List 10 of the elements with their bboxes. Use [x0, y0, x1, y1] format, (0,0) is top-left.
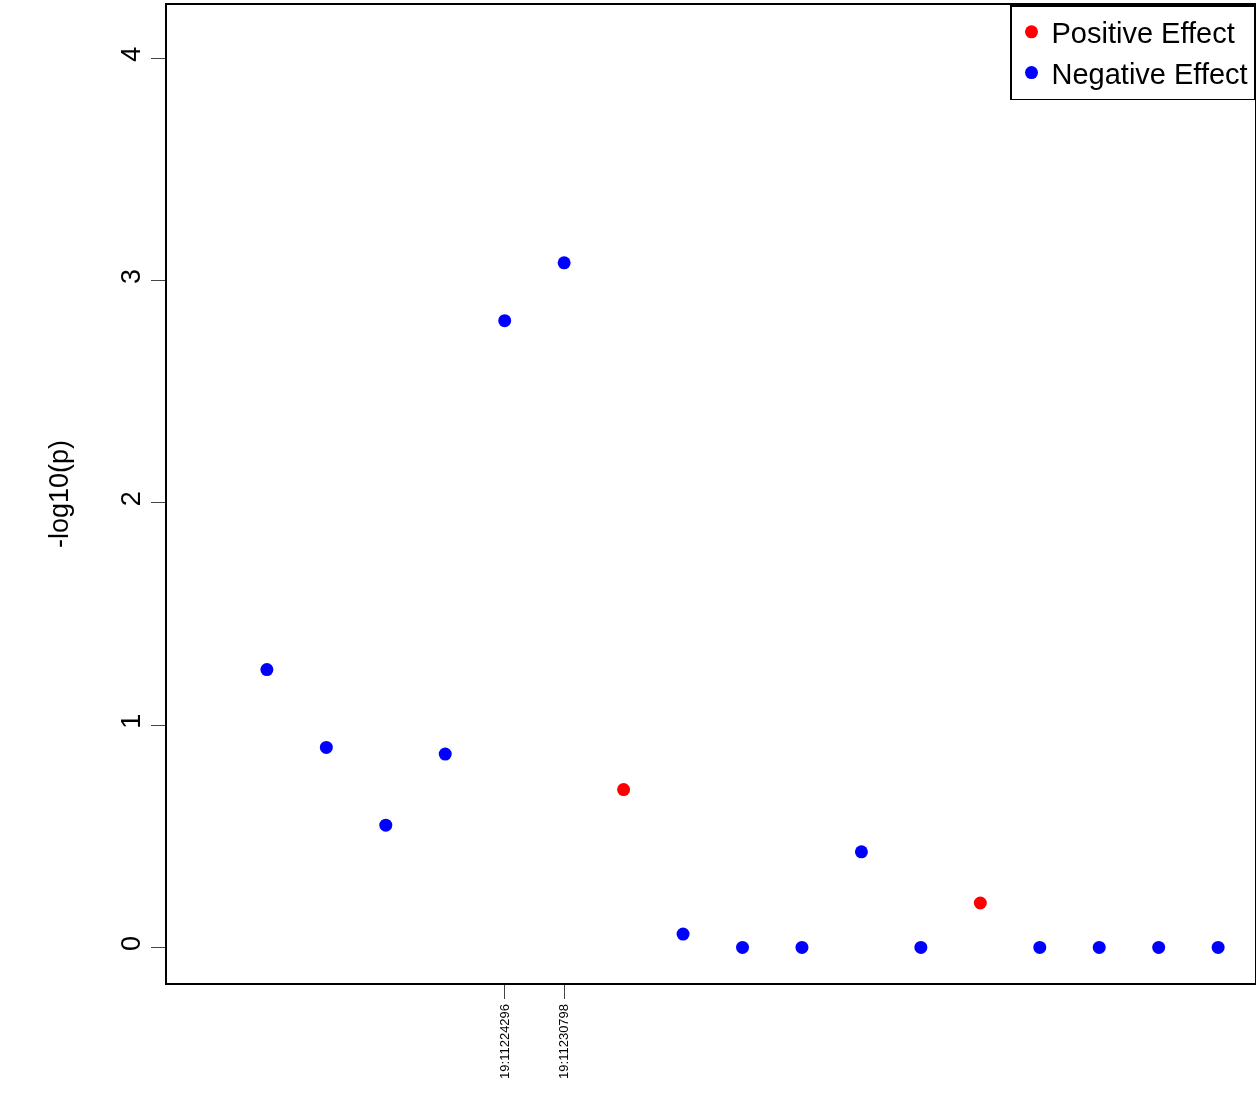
- y-tick-label: 2: [116, 491, 147, 507]
- y-tick-label: 4: [116, 46, 147, 62]
- x-tick-label: 19:11230798: [556, 1003, 572, 1079]
- x-tick-label: 19:11224296: [496, 1003, 512, 1079]
- y-axis-title: -log10(p): [44, 439, 74, 549]
- legend-label: Positive Effect: [1051, 17, 1235, 50]
- y-tick-label: 0: [116, 935, 147, 951]
- y-tick-label: 1: [116, 713, 147, 729]
- y-tick-label: 3: [116, 269, 147, 285]
- legend-label: Negative Effect: [1051, 57, 1248, 90]
